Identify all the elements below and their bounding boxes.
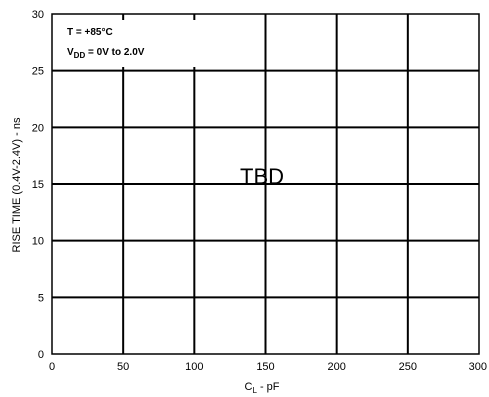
- x-axis-label: CL - pF: [244, 381, 279, 395]
- plot-frame: [51, 13, 480, 355]
- chart-grid: [52, 14, 479, 354]
- x-tick-label: 300: [469, 361, 487, 373]
- annotation-vdd: VDD = 0V to 2.0V: [67, 47, 145, 60]
- y-tick-label: 30: [32, 9, 44, 21]
- y-axis-ticks: 0 5 10 15 20 25 30: [32, 9, 44, 361]
- tbd-label: TBD: [240, 164, 284, 189]
- y-tick-label: 10: [32, 236, 44, 248]
- x-tick-label: 50: [117, 361, 129, 373]
- y-axis-label: RISE TIME (0.4V-2.4V) - ns: [11, 117, 23, 252]
- x-tick-label: 0: [49, 361, 55, 373]
- y-tick-label: 5: [38, 292, 44, 304]
- x-tick-label: 150: [256, 361, 274, 373]
- annotation-temperature: T = +85°C: [67, 27, 113, 38]
- x-axis-ticks: 0 50 100 150 200 250 300: [49, 361, 487, 373]
- y-tick-label: 20: [32, 122, 44, 134]
- y-tick-label: 25: [32, 66, 44, 78]
- x-tick-label: 200: [327, 361, 345, 373]
- y-tick-label: 15: [32, 179, 44, 191]
- y-tick-label: 0: [38, 349, 44, 361]
- x-tick-label: 250: [399, 361, 417, 373]
- x-tick-label: 100: [185, 361, 203, 373]
- annotation-box: [61, 20, 201, 67]
